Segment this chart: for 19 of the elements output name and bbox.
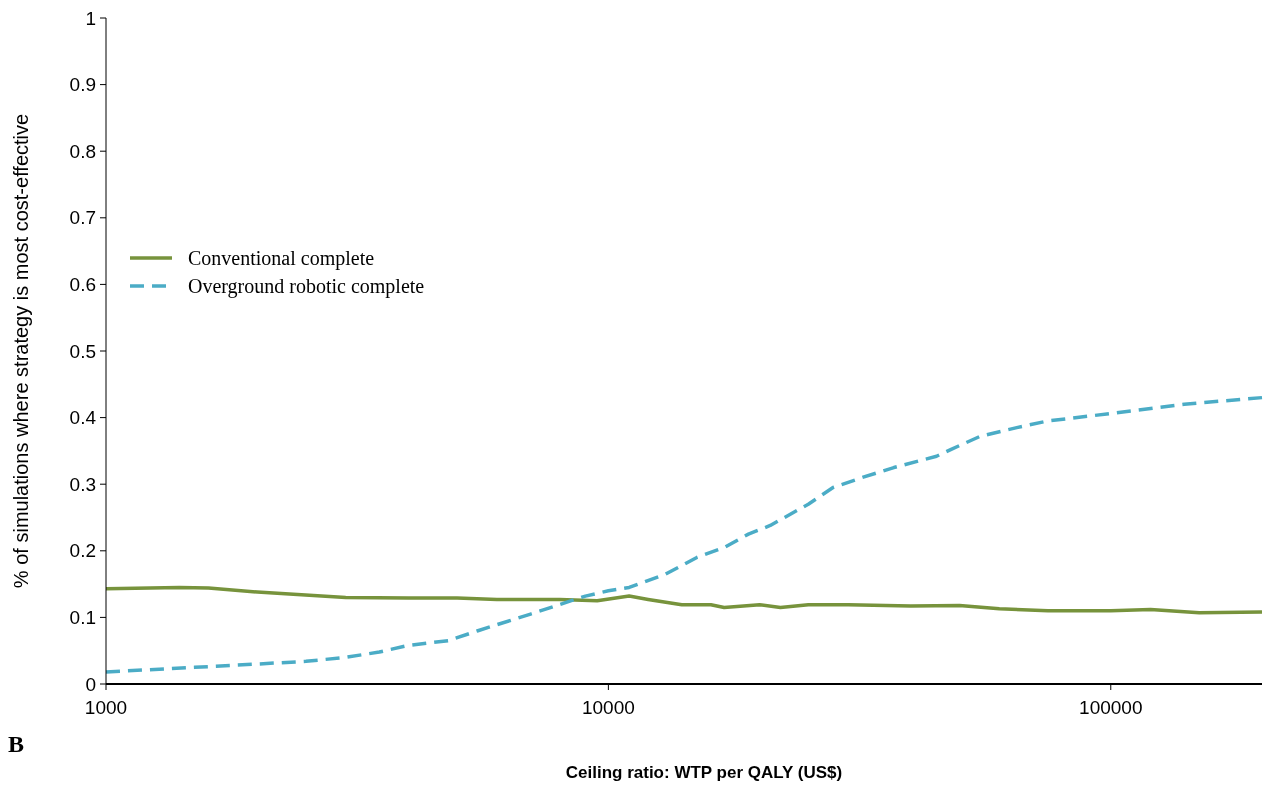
- text: B: [8, 731, 25, 757]
- x-tick-label: 10000: [581, 697, 635, 718]
- y-tick-label: 0.8: [69, 140, 96, 162]
- y-tick-label: 0.5: [69, 340, 96, 362]
- x-axis-title: Ceiling ratio: WTP per QALY (US$): [565, 763, 843, 782]
- y-tick-label: 0.3: [69, 473, 96, 495]
- y-tick-label: 0.2: [69, 540, 96, 562]
- y-tick-label: 0.4: [69, 407, 97, 429]
- legend-label: Conventional complete: [188, 247, 375, 270]
- y-axis-title: % of simulations where strategy is most cost-effective: [10, 113, 32, 589]
- legend-label: Overground robotic complete: [188, 275, 425, 298]
- y-tick-label: 0.9: [69, 74, 96, 96]
- y-tick-label: 0.1: [69, 607, 96, 629]
- y-tick-label: 0: [85, 673, 96, 695]
- y-tick-label: 0.6: [69, 274, 96, 296]
- x-tick-label: 1000: [84, 697, 128, 718]
- y-tick-label: 0.7: [69, 207, 96, 229]
- y-tick-label: 1: [85, 7, 96, 29]
- x-tick-label: 100000: [1079, 697, 1143, 718]
